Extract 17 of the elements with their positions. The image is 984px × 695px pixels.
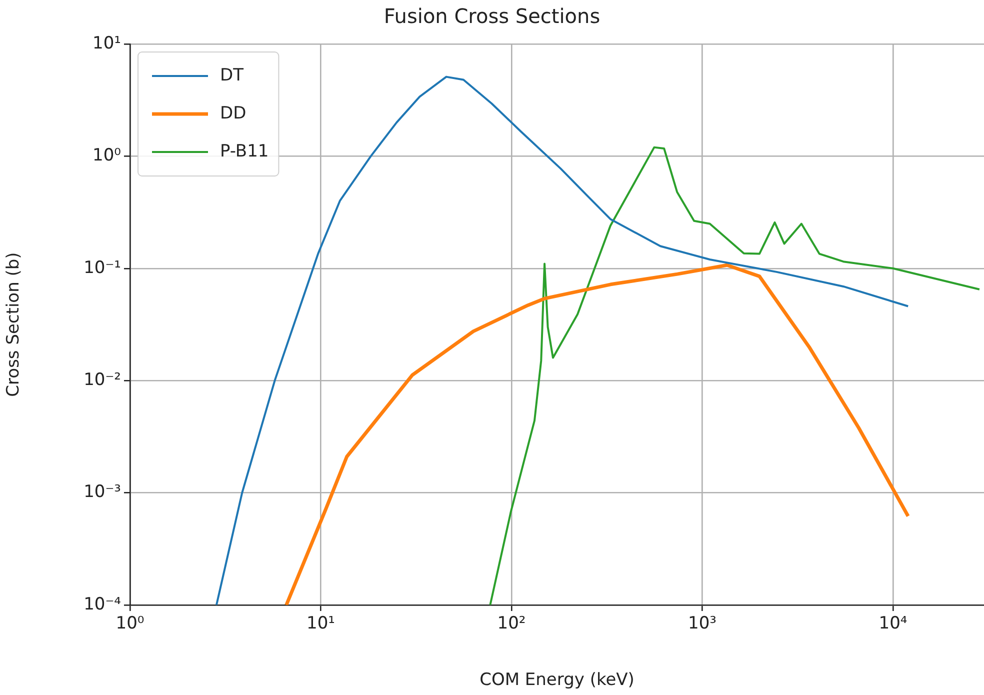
x-tick-label: 10⁰ <box>116 614 144 634</box>
x-tick-label: 10³ <box>688 614 716 634</box>
x-tick-label: 10⁴ <box>878 614 908 634</box>
x-tick-label: 10¹ <box>306 614 335 634</box>
y-tick-label: 10⁰ <box>92 146 122 166</box>
chart-title: Fusion Cross Sections <box>384 4 600 28</box>
legend-label: DD <box>220 103 246 124</box>
y-tick-label: 10⁻³ <box>84 482 121 502</box>
y-tick-label: 10⁻² <box>84 370 121 390</box>
x-axis-title: COM Energy (keV) <box>480 670 634 690</box>
x-tick-label: 10² <box>497 614 526 634</box>
y-tick-label: 10⁻⁴ <box>84 594 122 614</box>
y-tick-label: 10⁻¹ <box>84 258 121 278</box>
legend-label: P-B11 <box>220 141 269 162</box>
y-axis-title: Cross Section (b) <box>4 252 24 397</box>
legend-label: DT <box>220 65 244 86</box>
y-tick-label: 10¹ <box>92 33 121 54</box>
